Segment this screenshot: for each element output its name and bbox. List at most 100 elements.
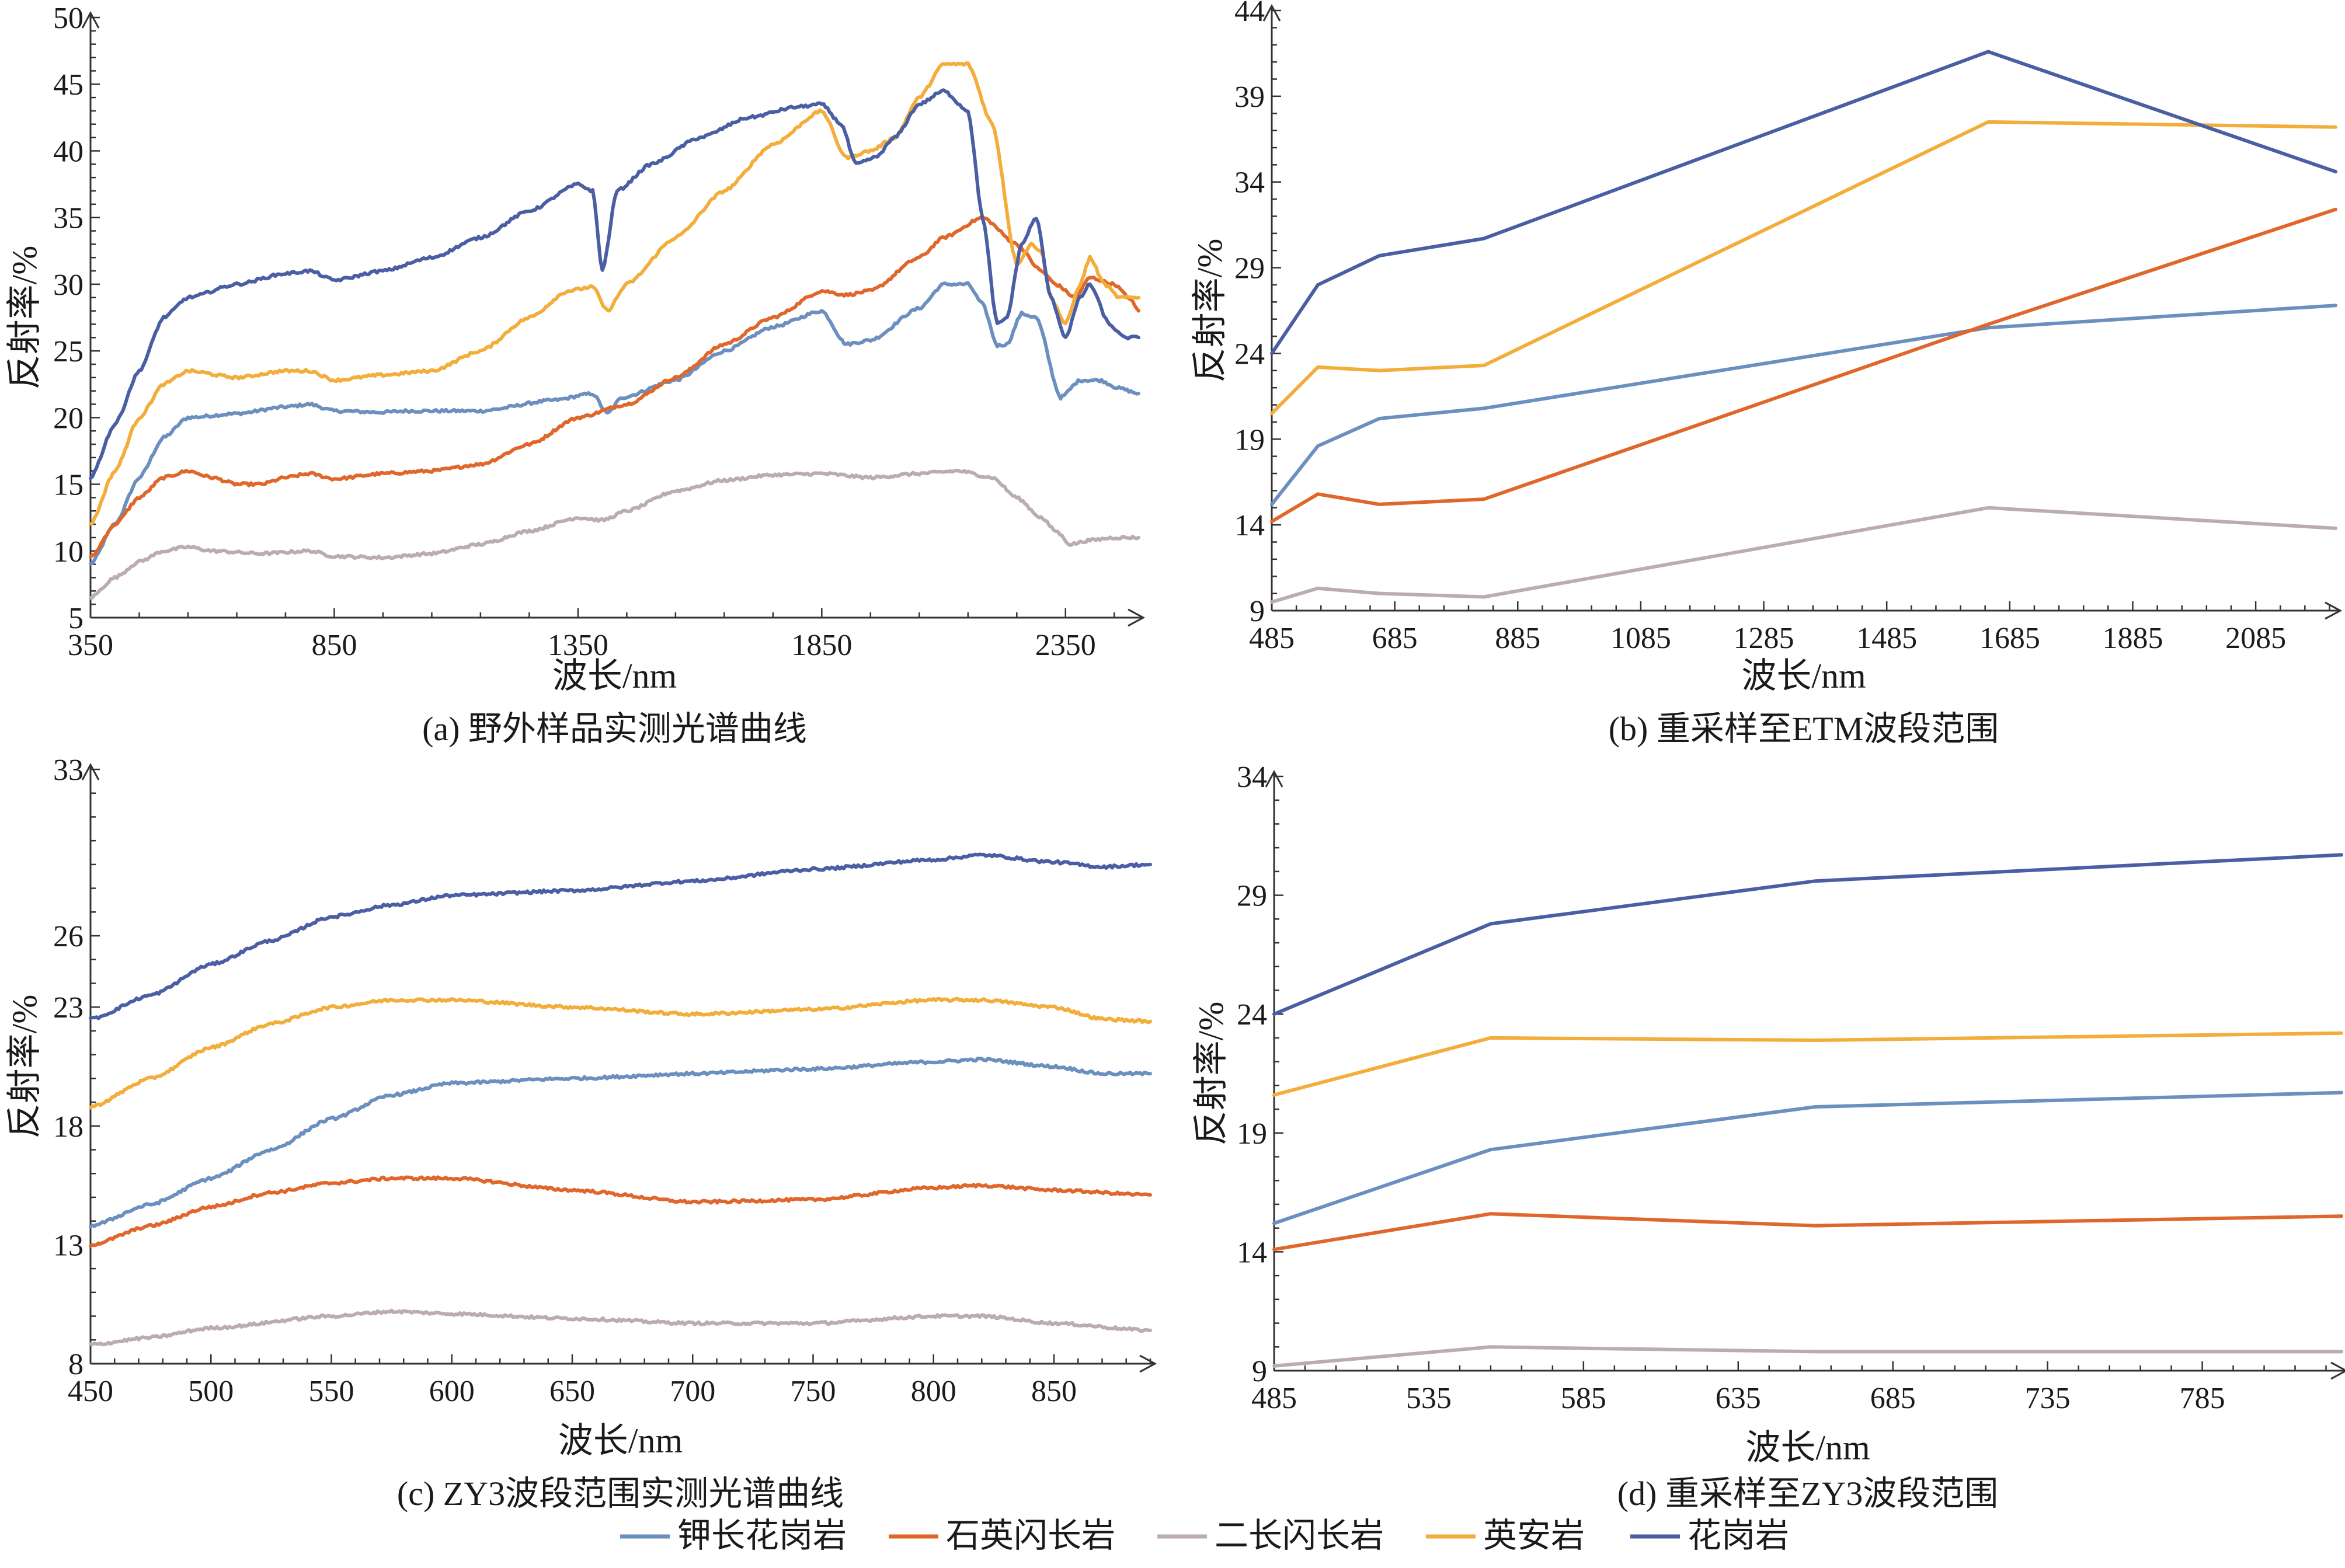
series-line xyxy=(1270,50,2337,356)
x-axis-title: 波长/nm xyxy=(558,1421,683,1460)
x-axis-title: 波长/nm xyxy=(1745,1428,1870,1467)
y-tick-label: 34 xyxy=(1237,761,1267,794)
x-tick-label: 550 xyxy=(309,1375,354,1408)
x-tick-label: 1485 xyxy=(1856,622,1917,655)
legend-label: 石英闪长岩 xyxy=(946,1517,1115,1555)
series-line xyxy=(89,469,1140,600)
x-tick-label: 800 xyxy=(911,1375,956,1408)
y-axis-title: 反射率/% xyxy=(1192,1002,1230,1146)
y-tick-label: 24 xyxy=(1237,998,1267,1032)
x-axis-arrow xyxy=(1139,1354,1157,1373)
y-tick-label: 20 xyxy=(53,402,83,435)
x-axis-title: 波长/nm xyxy=(1741,657,1866,695)
y-axis-arrow xyxy=(1265,769,1283,788)
series-line xyxy=(1272,1345,2343,1368)
x-tick-label: 750 xyxy=(791,1375,836,1408)
y-tick-label: 29 xyxy=(1237,880,1267,913)
y-tick-label: 25 xyxy=(53,335,83,368)
y-axis-arrow xyxy=(81,762,100,780)
legend-label: 英安岩 xyxy=(1483,1517,1585,1555)
x-tick-label: 500 xyxy=(188,1375,234,1408)
y-tick-label: 33 xyxy=(53,754,83,787)
x-tick-label: 485 xyxy=(1251,1382,1297,1415)
legend-label: 钾长花岗岩 xyxy=(677,1517,847,1555)
series-line xyxy=(1270,120,2337,416)
x-tick-label: 850 xyxy=(311,629,357,662)
series-line xyxy=(89,61,1140,526)
x-tick-label: 1350 xyxy=(548,629,608,662)
series-line xyxy=(1272,853,2343,1016)
y-axis-arrow xyxy=(81,11,100,29)
chart-panel-d: 485 535 585 635 685 735 785 9 14 19 24 29 34 波长/nm 反射率… xyxy=(1192,761,2345,1513)
series-line xyxy=(1270,506,2337,604)
x-tick-label: 850 xyxy=(1031,1375,1077,1408)
chart-panel-b: 485 685 885 1085 1285 1485 1685 1885 2085 9 14 19 24… xyxy=(1191,0,2343,748)
x-tick-label: 635 xyxy=(1716,1382,1761,1415)
y-tick-label: 34 xyxy=(1234,166,1265,200)
y-tick-label: 35 xyxy=(53,202,83,235)
y-axis-title: 反射率/% xyxy=(5,246,44,390)
series-line xyxy=(89,215,1140,559)
series-line xyxy=(89,88,1140,480)
x-tick-label: 450 xyxy=(68,1375,113,1408)
x-axis-title: 波长/nm xyxy=(552,657,677,695)
x-tick-label: 885 xyxy=(1495,622,1540,655)
x-tick-label: 485 xyxy=(1249,622,1295,655)
series-line xyxy=(89,1308,1152,1347)
y-tick-label: 14 xyxy=(1237,1236,1267,1269)
y-tick-label: 29 xyxy=(1234,252,1265,285)
series-line xyxy=(89,1175,1152,1248)
y-tick-label: 44 xyxy=(1234,0,1265,28)
series-line xyxy=(1270,207,2337,524)
x-tick-label: 685 xyxy=(1870,1382,1916,1415)
y-tick-label: 45 xyxy=(53,68,83,102)
x-tick-label: 1885 xyxy=(2102,622,2163,655)
x-tick-label: 585 xyxy=(1561,1382,1606,1415)
legend: 钾长花岗岩 石英闪长岩 二长闪长岩 英安岩 花岗岩 xyxy=(620,1517,1789,1555)
x-axis-arrow xyxy=(2325,601,2343,620)
y-tick-label: 40 xyxy=(53,135,83,168)
chart-panel-c: 450 500 550 600 650 700 750 800 850 8 13 18 23 26 33 波长… xyxy=(5,754,1157,1513)
x-axis-arrow xyxy=(1128,608,1146,627)
x-tick-label: 350 xyxy=(68,629,113,662)
y-tick-label: 13 xyxy=(53,1229,83,1262)
y-tick-label: 19 xyxy=(1234,423,1265,457)
legend-label: 花岗岩 xyxy=(1688,1517,1789,1555)
series-line xyxy=(89,281,1140,566)
x-tick-label: 2350 xyxy=(1035,629,1096,662)
series-line xyxy=(89,1057,1152,1229)
x-tick-label: 535 xyxy=(1406,1382,1452,1415)
y-tick-label: 18 xyxy=(53,1110,83,1144)
y-tick-label: 15 xyxy=(53,469,83,502)
y-axis-title: 反射率/% xyxy=(1191,239,1229,383)
x-axis-arrow xyxy=(2330,1361,2345,1380)
y-tick-label: 39 xyxy=(1234,81,1265,114)
y-tick-label: 26 xyxy=(53,920,83,953)
x-tick-label: 1285 xyxy=(1734,622,1794,655)
y-tick-label: 30 xyxy=(53,269,83,302)
y-axis-title: 反射率/% xyxy=(5,995,44,1139)
x-tick-label: 685 xyxy=(1372,622,1418,655)
legend-label: 二长闪长岩 xyxy=(1215,1517,1384,1555)
series-line xyxy=(89,996,1152,1110)
series-line xyxy=(1272,1212,2343,1252)
y-tick-label: 24 xyxy=(1234,337,1265,371)
x-tick-label: 1850 xyxy=(791,629,852,662)
x-tick-label: 1085 xyxy=(1610,622,1671,655)
series-line xyxy=(1270,304,2337,506)
x-tick-label: 1685 xyxy=(1979,622,2040,655)
y-tick-label: 50 xyxy=(53,2,83,35)
y-tick-label: 5 xyxy=(68,602,83,635)
chart-caption: (a) 野外样品实测光谱曲线 xyxy=(422,710,807,748)
chart-caption: (d) 重采样至ZY3波段范围 xyxy=(1617,1475,1998,1513)
series-line xyxy=(1272,1090,2343,1225)
x-tick-label: 700 xyxy=(670,1375,715,1408)
x-tick-label: 650 xyxy=(549,1375,595,1408)
x-tick-label: 785 xyxy=(2180,1382,2225,1415)
y-tick-label: 14 xyxy=(1234,509,1265,542)
y-tick-label: 23 xyxy=(53,991,83,1025)
chart-panel-a: 350 850 1350 1850 2350 5 10 15 20 25 30 35 40 45 50 波长/… xyxy=(5,2,1146,748)
series-line xyxy=(89,852,1152,1020)
x-tick-label: 2085 xyxy=(2225,622,2286,655)
